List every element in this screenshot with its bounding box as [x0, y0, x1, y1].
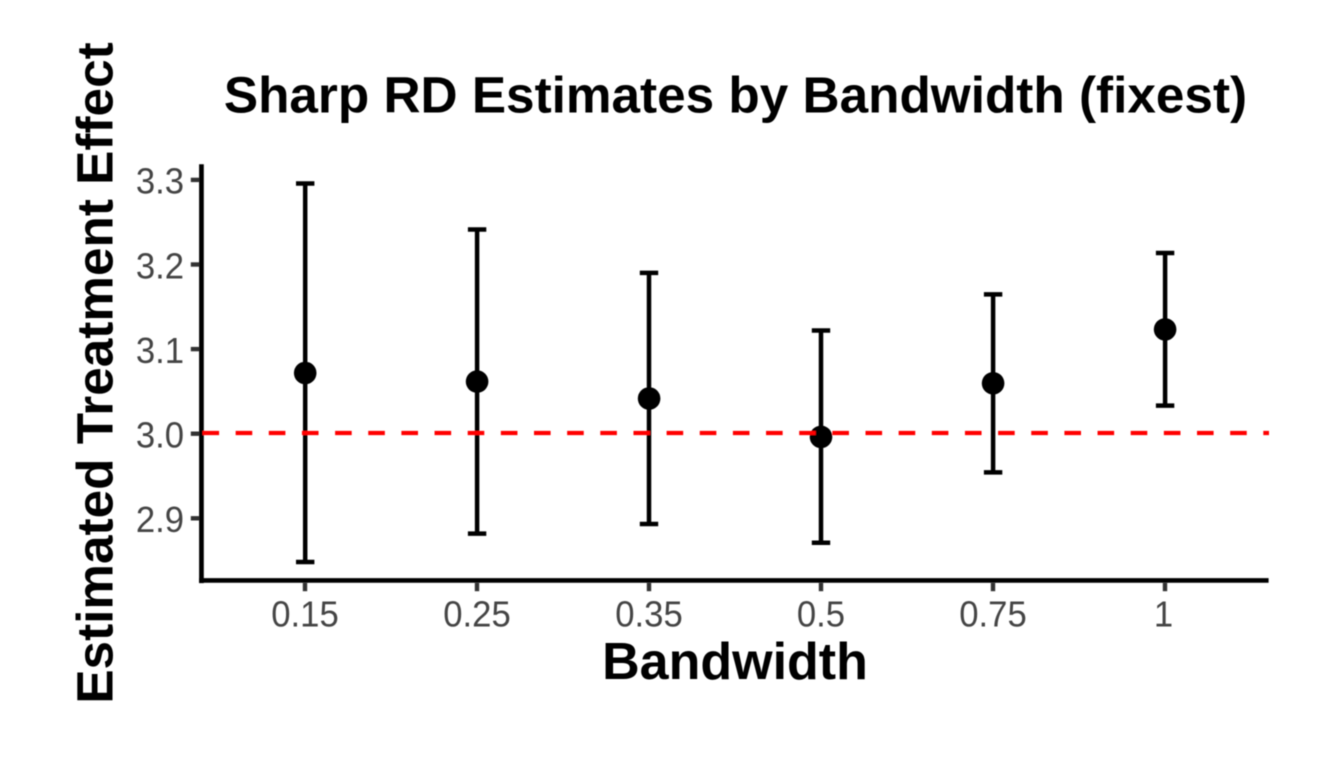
svg-text:3.2: 3.2 [136, 245, 184, 286]
svg-text:2.9: 2.9 [136, 499, 184, 540]
svg-text:0.5: 0.5 [797, 593, 845, 634]
svg-text:3.3: 3.3 [136, 161, 184, 202]
svg-text:0.15: 0.15 [271, 593, 338, 634]
svg-text:Estimated Treatment Effect: Estimated Treatment Effect [67, 42, 124, 703]
svg-text:0.35: 0.35 [615, 593, 682, 634]
svg-text:0.75: 0.75 [959, 593, 1026, 634]
svg-text:Sharp RD Estimates by Bandwidt: Sharp RD Estimates by Bandwidth (fixest) [224, 67, 1247, 124]
svg-text:3.0: 3.0 [136, 415, 184, 456]
svg-text:0.25: 0.25 [443, 593, 510, 634]
svg-text:1: 1 [1154, 593, 1173, 634]
svg-text:Bandwidth: Bandwidth [602, 633, 868, 691]
svg-text:3.1: 3.1 [136, 330, 184, 371]
